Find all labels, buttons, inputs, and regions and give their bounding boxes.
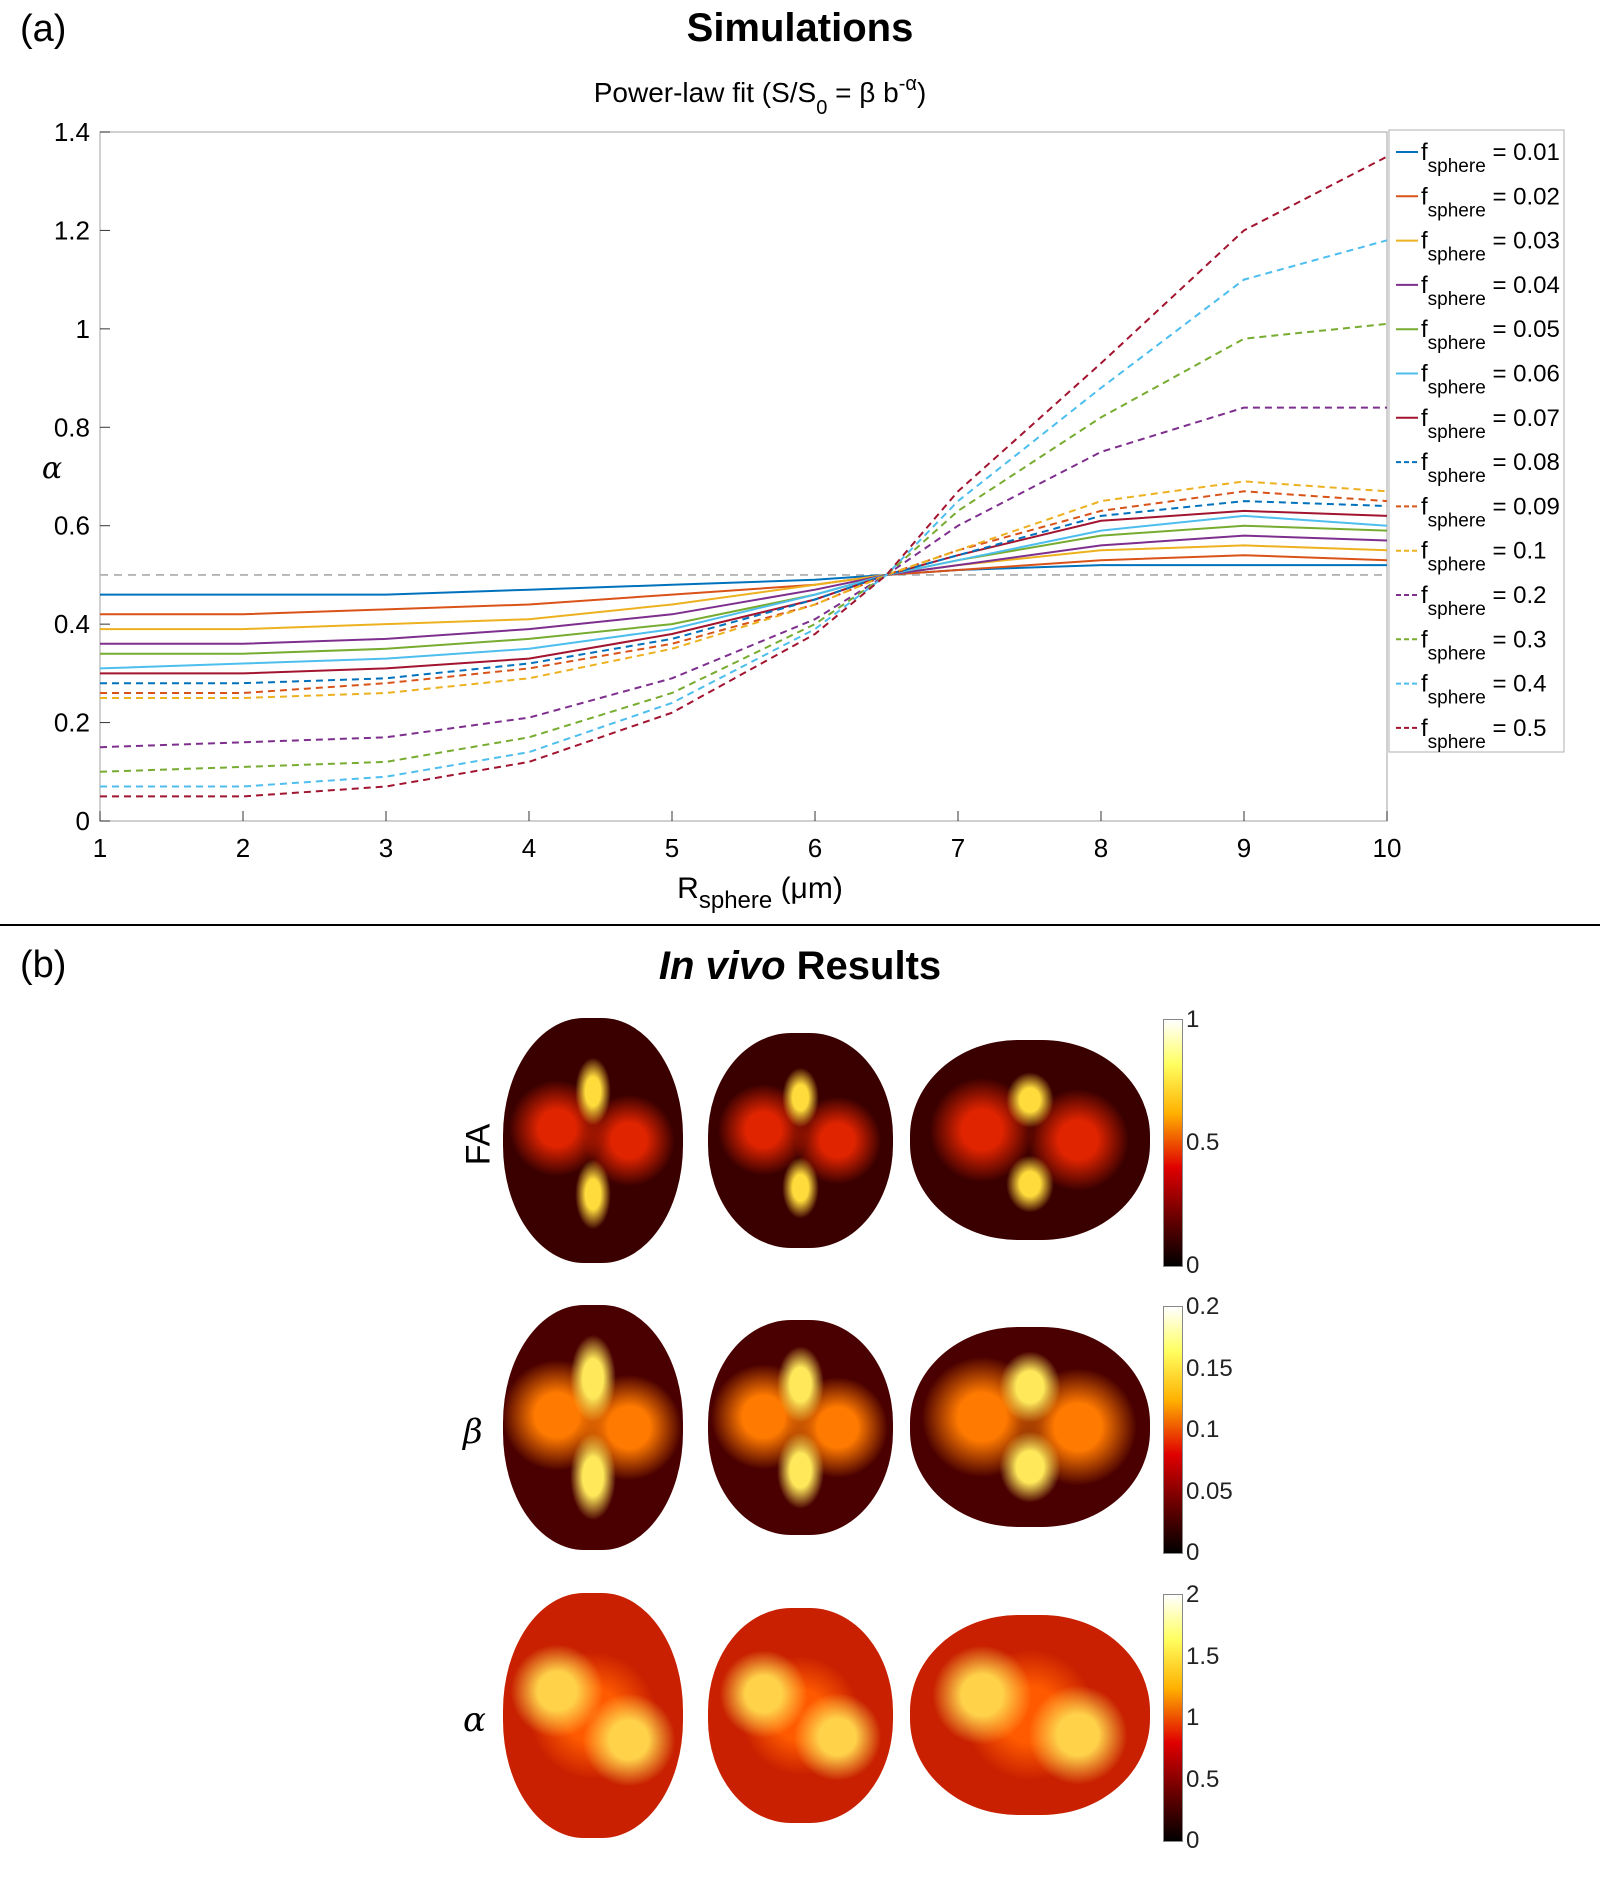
legend-label: fsphere = 0.01: [1421, 139, 1560, 177]
series-line-3: [100, 544, 1388, 631]
colorbar-tick-label: 1.5: [1186, 1642, 1220, 1670]
legend-label: fsphere = 0.5: [1421, 715, 1547, 753]
axial-slice: [503, 1304, 683, 1550]
legend-label: fsphere = 0.06: [1421, 361, 1560, 399]
x-tick-label: 9: [1237, 833, 1251, 863]
panel-b-title: In vivo Results: [540, 944, 1060, 989]
series-line-8: [100, 500, 1388, 685]
y-tick-label: 1.4: [54, 117, 90, 147]
panel-b-title-rest: Results: [785, 944, 942, 988]
colorbar: [1163, 1019, 1183, 1267]
map-row-label: β: [463, 1412, 483, 1452]
legend-label: fsphere = 0.3: [1421, 626, 1547, 664]
map-row-label: α: [463, 1700, 486, 1740]
panel-b-label: (b): [20, 944, 67, 986]
series-line-4: [100, 534, 1388, 645]
legend-box: [1388, 129, 1565, 753]
series-line-13: [100, 239, 1388, 788]
sagittal-slice: [910, 1040, 1150, 1240]
panel-divider: [0, 924, 1600, 926]
colorbar-tick-label: 0.5: [1186, 1765, 1220, 1793]
coronal-slice: [708, 1607, 893, 1823]
x-tick-label: 1: [93, 833, 107, 863]
legend-label: fsphere = 0.2: [1421, 582, 1547, 620]
legend-label: fsphere = 0.02: [1421, 183, 1560, 221]
legend-label: fsphere = 0.08: [1421, 449, 1560, 487]
colorbar-tick-label: 0.05: [1186, 1477, 1233, 1505]
colorbar-tick-label: 0: [1186, 1827, 1200, 1854]
y-axis-label: α: [42, 451, 62, 486]
colorbar-tick-label: 0.1: [1186, 1416, 1220, 1443]
sagittal-slice: [910, 1327, 1150, 1527]
legend-label: fsphere = 0.03: [1421, 228, 1560, 266]
x-tick-label: 2: [236, 833, 250, 863]
x-tick-label: 4: [522, 833, 536, 863]
x-tick-label: 7: [951, 833, 965, 863]
panel-b-title-italic: In vivo: [658, 944, 786, 988]
legend-label: fsphere = 0.05: [1421, 316, 1560, 354]
colorbar-tick-label: 0.2: [1186, 1293, 1220, 1320]
colorbar: [1163, 1306, 1183, 1554]
series-line-6: [99, 514, 1388, 670]
y-tick-label: 0.8: [54, 412, 90, 442]
colorbar: [1163, 1594, 1183, 1842]
x-tick-label: 6: [808, 833, 822, 863]
legend: fsphere = 0.01 fsphere = 0.02 fsphere = 0.…: [1388, 129, 1565, 753]
x-tick-label: 8: [1094, 833, 1108, 863]
plot-area: [99, 131, 1388, 822]
y-tick-label: 0: [76, 806, 90, 836]
series-line-11: [99, 406, 1387, 749]
sagittal-slice: [910, 1615, 1150, 1815]
colorbar-tick-label: 2: [1186, 1581, 1200, 1608]
series-line-10: [100, 480, 1388, 699]
y-tick-label: 1: [76, 314, 90, 344]
x-tick-label: 3: [379, 833, 393, 863]
x-tick-label: 10: [1373, 833, 1402, 863]
series-line-1: [100, 564, 1387, 596]
map-row-label: FA: [459, 1123, 498, 1166]
legend-label: fsphere = 0.04: [1421, 272, 1560, 310]
colorbar-tick-label: 0: [1186, 1252, 1200, 1279]
colorbar-tick-label: 1: [1186, 1006, 1200, 1033]
legend-label: fsphere = 0.09: [1421, 493, 1560, 531]
colorbar-tick-label: 0.15: [1186, 1354, 1233, 1382]
coronal-slice: [708, 1032, 893, 1248]
panel-a-title: Simulations: [686, 6, 914, 50]
y-tick-label: 0.6: [54, 511, 90, 541]
y-tick-label: 1.2: [54, 215, 90, 245]
x-axis-label: Rsphere (μm): [677, 872, 843, 914]
legend-label: fsphere = 0.4: [1421, 671, 1547, 709]
colorbar-tick-label: 0: [1186, 1539, 1200, 1566]
colorbar-tick-label: 1: [1186, 1704, 1200, 1731]
alpha-line-chart: Power-law fit (S/S0 = β b-α) 1 2 3 4 5 6 7 8 9 10…: [42, 73, 1565, 914]
colorbar-tick-label: 0.5: [1186, 1129, 1220, 1156]
axial-slice: [503, 1592, 683, 1838]
legend-label: fsphere = 0.1: [1421, 538, 1547, 576]
chart-title: Power-law fit (S/S0 = β b-α): [594, 73, 927, 119]
legend-label: fsphere = 0.07: [1421, 405, 1560, 443]
series-line-14: [100, 155, 1388, 798]
y-tick-label: 0.2: [54, 708, 90, 738]
y-tick-label: 0.4: [54, 609, 90, 639]
x-tick-label: 5: [665, 833, 679, 863]
coronal-slice: [708, 1319, 893, 1535]
panel-a-label: (a): [20, 8, 67, 50]
axial-slice: [503, 1017, 683, 1263]
